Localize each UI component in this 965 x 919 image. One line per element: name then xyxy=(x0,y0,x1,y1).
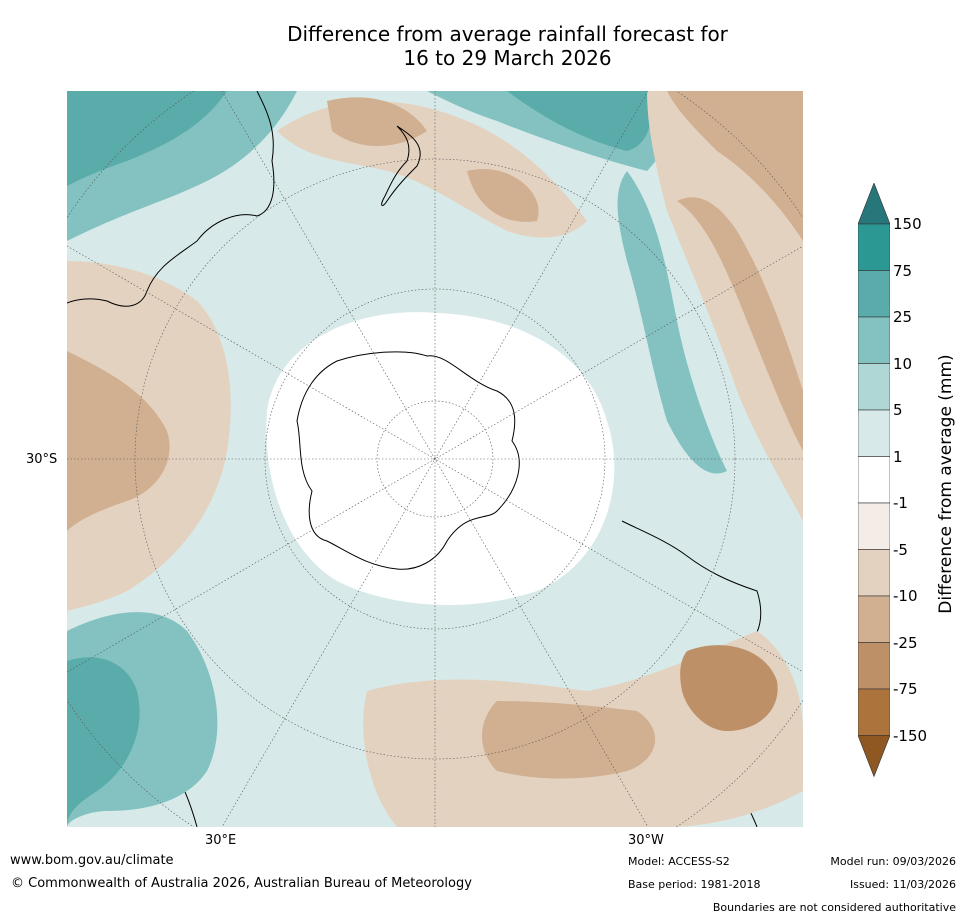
rainfall-field-wet-ne-strong xyxy=(507,91,651,151)
colorbar-tick-label: -1 xyxy=(893,494,908,512)
rainfall-field-dry-west-strong xyxy=(67,351,170,531)
model-run-text: Model run: 09/03/2026 xyxy=(830,855,956,868)
colorbar-bin xyxy=(858,316,890,364)
colorbar-tick-label: 25 xyxy=(893,308,913,326)
colorbar-tick-label: 5 xyxy=(893,401,903,419)
rainfall-field-wet-nw-strong xyxy=(67,91,227,186)
colorbar-tick-label: -5 xyxy=(893,540,908,559)
colorbar-tick-label: -25 xyxy=(893,633,918,652)
colorbar-bin xyxy=(858,456,890,504)
rainfall-field-dry-nz xyxy=(327,97,427,146)
rainfall-field-dry-east-band xyxy=(677,197,803,451)
rainfall-field-wet-sw-strong xyxy=(67,657,140,827)
antarctica-landmass xyxy=(296,351,520,570)
australia-coastline xyxy=(67,91,275,307)
map-canvas xyxy=(67,91,803,827)
base-period-text: Base period: 1981-2018 xyxy=(628,878,761,891)
title-line-1: Difference from average rainfall forecas… xyxy=(287,22,728,46)
rainfall-field-dry-se-strong xyxy=(680,645,778,731)
longitude-label-30w: 30°W xyxy=(628,833,664,848)
colorbar-bin xyxy=(858,223,890,271)
colorbar-tick-label: -10 xyxy=(893,587,918,605)
colorbar-bin xyxy=(858,363,890,411)
title-line-2: 16 to 29 March 2026 xyxy=(403,46,612,70)
longitude-label-30e: 30°E xyxy=(205,833,237,848)
rainfall-field-dry-nz-east xyxy=(467,169,539,222)
copyright-text: © Commonwealth of Australia 2026, Austra… xyxy=(11,876,472,891)
rainfall-field-dry-se-band xyxy=(482,701,656,779)
colorbar-extend-bottom xyxy=(858,735,890,778)
website-link[interactable]: www.bom.gov.au/climate xyxy=(10,853,174,868)
colorbar-bin xyxy=(858,595,890,643)
rainfall-field-wet-east-channel xyxy=(617,171,727,474)
chart-title: Difference from average rainfall forecas… xyxy=(0,22,965,70)
colorbar xyxy=(858,183,890,778)
colorbar-bin xyxy=(858,409,890,457)
model-text: Model: ACCESS-S2 xyxy=(628,855,730,868)
rainfall-difference-map[interactable] xyxy=(67,91,803,827)
colorbar-title: Difference from average (mm) xyxy=(936,354,956,614)
colorbar-tick-label: 75 xyxy=(893,261,913,280)
colorbar-tick-label: 150 xyxy=(893,215,922,233)
colorbar-bin xyxy=(858,688,890,736)
colorbar-tick-label: -150 xyxy=(893,726,928,745)
colorbar-bin xyxy=(858,642,890,690)
colorbar-tick-label: -75 xyxy=(893,680,918,698)
new-zealand-landmass xyxy=(381,125,421,207)
rainfall-field-dry-east-strong xyxy=(667,91,803,241)
graticule xyxy=(67,91,803,827)
colorbar-bin xyxy=(858,549,890,597)
latitude-label-30s: 30°S xyxy=(26,452,58,467)
issued-text: Issued: 11/03/2026 xyxy=(849,878,956,891)
disclaimer-text: Boundaries are not considered authoritat… xyxy=(712,901,956,914)
colorbar-tick-label: 10 xyxy=(893,354,913,373)
colorbar-bin xyxy=(858,502,890,550)
colorbar-bin xyxy=(858,270,890,318)
colorbar-extend-top xyxy=(858,183,890,225)
colorbar-tick-label: 1 xyxy=(893,447,903,466)
